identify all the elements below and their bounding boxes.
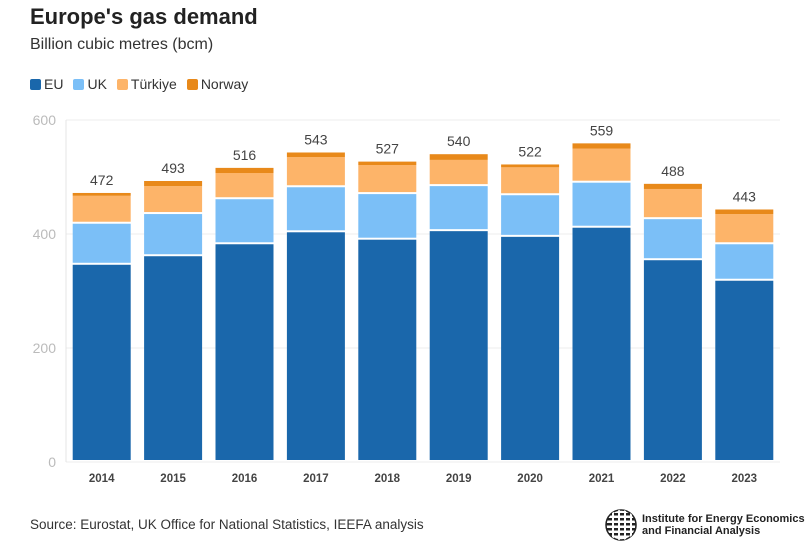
chart-title: Europe's gas demand <box>30 4 258 29</box>
total-label: 493 <box>161 160 185 176</box>
logo-line1: Institute for Energy Economics <box>642 513 805 525</box>
bar-türkiye-2020 <box>501 167 560 194</box>
bar-uk-2017 <box>286 187 345 231</box>
x-tick-label: 2017 <box>303 473 329 485</box>
bar-norway-2018 <box>358 161 417 166</box>
bar-türkiye-2022 <box>643 188 702 218</box>
bar-türkiye-2019 <box>429 159 488 185</box>
bar-uk-2018 <box>358 194 417 238</box>
total-label: 540 <box>447 133 471 149</box>
y-tick-label: 200 <box>33 340 57 356</box>
legend-swatch <box>30 78 41 90</box>
legend-item-türkiye: Türkiye <box>116 76 177 92</box>
bar-uk-2019 <box>429 186 488 230</box>
bar-eu-2019 <box>429 231 488 460</box>
x-tick-label: 2019 <box>446 473 472 485</box>
total-label: 443 <box>733 188 757 204</box>
bar-norway-2022 <box>643 183 702 189</box>
legend-swatch <box>186 78 198 90</box>
logo-line2: and Financial Analysis <box>642 525 761 537</box>
bar-uk-2022 <box>643 219 702 259</box>
legend-label: UK <box>87 76 107 92</box>
bar-norway-2016 <box>215 167 274 174</box>
x-tick-label: 2022 <box>660 473 686 485</box>
bar-türkiye-2015 <box>144 186 203 213</box>
chart-subtitle: Billion cubic metres (bcm) <box>30 36 214 53</box>
x-tick-label: 2021 <box>589 473 615 485</box>
bar-eu-2015 <box>144 256 203 460</box>
total-label: 488 <box>661 163 685 179</box>
bar-eu-2017 <box>286 232 345 460</box>
bar-eu-2016 <box>215 244 274 460</box>
x-tick-label: 2015 <box>160 473 186 485</box>
bar-norway-2020 <box>501 164 560 168</box>
legend-swatch <box>73 78 85 90</box>
bar-eu-2023 <box>715 280 774 460</box>
bar-norway-2017 <box>286 152 345 158</box>
legend-swatch <box>116 78 128 90</box>
total-label: 527 <box>376 141 400 157</box>
bar-türkiye-2021 <box>572 148 631 181</box>
legend: EU UK Türkiye Norway <box>30 76 248 92</box>
total-label: 559 <box>590 122 614 138</box>
bar-türkiye-2014 <box>72 195 131 222</box>
bar-uk-2015 <box>144 214 203 255</box>
x-tick-label: 2018 <box>375 473 401 485</box>
bar-uk-2020 <box>501 195 560 235</box>
total-label: 516 <box>233 147 257 163</box>
bar-eu-2018 <box>358 239 417 460</box>
legend-label: Türkiye <box>130 76 177 92</box>
total-label: 543 <box>304 131 328 147</box>
x-tick-label: 2023 <box>732 473 758 485</box>
bar-eu-2021 <box>572 227 631 460</box>
total-label: 472 <box>90 172 114 188</box>
bar-türkiye-2017 <box>286 157 345 186</box>
bar-uk-2014 <box>72 223 131 263</box>
bar-uk-2016 <box>215 199 274 243</box>
x-tick-label: 2014 <box>89 473 115 485</box>
source-note: Source: Eurostat, UK Office for National… <box>30 517 424 532</box>
legend-label: EU <box>44 76 64 92</box>
x-tick-label: 2020 <box>517 473 543 485</box>
stacked-bar-chart: 0 200 400 600 472 2014 493 2015 516 2016 543 2017 52… <box>33 112 780 485</box>
bar-eu-2022 <box>643 260 702 460</box>
bar-norway-2023 <box>715 209 774 215</box>
bar-uk-2023 <box>715 244 774 279</box>
bar-türkiye-2023 <box>715 214 774 243</box>
x-tick-label: 2016 <box>232 473 258 485</box>
legend-label: Norway <box>200 76 249 92</box>
legend-item-norway: Norway <box>186 76 249 92</box>
bar-norway-2015 <box>144 180 203 187</box>
bar-norway-2021 <box>572 143 631 149</box>
bar-norway-2019 <box>429 154 488 160</box>
legend-item-uk: UK <box>73 76 107 92</box>
bar-eu-2014 <box>72 264 131 460</box>
bar-türkiye-2018 <box>358 165 417 193</box>
ieefa-logo: Institute for Energy Economics and Financ… <box>604 508 805 542</box>
bar-eu-2020 <box>501 236 560 460</box>
y-tick-label: 0 <box>48 454 56 470</box>
bar-türkiye-2016 <box>215 173 274 198</box>
legend-item-eu: EU <box>30 76 63 92</box>
globe-icon <box>605 509 637 541</box>
y-tick-label: 400 <box>33 226 57 242</box>
bar-norway-2014 <box>72 192 131 196</box>
bar-uk-2021 <box>572 182 631 226</box>
total-label: 522 <box>518 143 542 159</box>
y-tick-label: 600 <box>33 112 57 128</box>
